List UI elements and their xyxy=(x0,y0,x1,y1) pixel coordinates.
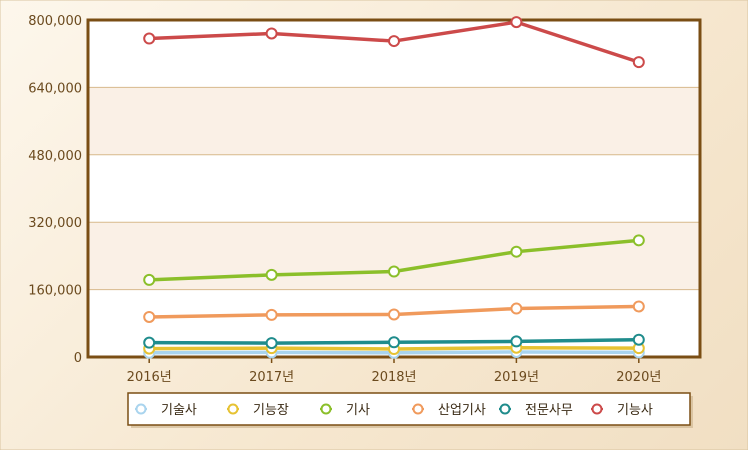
legend-label: 기술사 xyxy=(161,403,197,418)
y-tick-label: 800,000 xyxy=(28,14,82,29)
data-point[interactable] xyxy=(388,336,400,349)
series-group xyxy=(143,234,645,286)
y-tick-label: 480,000 xyxy=(28,149,82,164)
x-tick-label: 2016년 xyxy=(127,370,172,385)
data-point[interactable] xyxy=(510,16,523,29)
legend-marker xyxy=(412,403,424,415)
data-point[interactable] xyxy=(388,308,400,321)
series-layer xyxy=(143,16,645,359)
legend-marker xyxy=(135,403,147,415)
series-group xyxy=(143,333,645,350)
legend-item[interactable]: 기사 xyxy=(320,403,370,418)
x-tick-label: 2017년 xyxy=(249,370,294,385)
data-point[interactable] xyxy=(632,333,645,346)
legend-item[interactable]: 기능장 xyxy=(227,403,289,418)
legend-marker xyxy=(227,403,239,415)
data-point[interactable] xyxy=(265,268,278,281)
legend: 기술사 기능장 기사 산업기사 전문사무 기능사 xyxy=(127,392,693,428)
y-axis-ticks: 0 160,000 320,000 480,000 640,000 800,000 xyxy=(28,14,82,366)
legend-label: 기사 xyxy=(346,403,370,418)
data-point[interactable] xyxy=(143,32,156,45)
legend-item[interactable]: 산업기사 xyxy=(412,403,486,418)
plot-grid xyxy=(88,86,700,291)
y-tick-label: 160,000 xyxy=(28,284,82,299)
y-tick-label: 320,000 xyxy=(28,216,82,231)
plot-bands xyxy=(88,20,700,357)
series-group xyxy=(143,16,645,69)
legend-marker xyxy=(499,403,511,415)
data-point[interactable] xyxy=(143,336,156,349)
y-tick-label: 640,000 xyxy=(28,81,82,96)
legend-marker xyxy=(320,403,332,415)
data-point[interactable] xyxy=(265,337,278,350)
data-point[interactable] xyxy=(265,27,278,40)
plot-band xyxy=(88,87,700,155)
legend-label: 기능사 xyxy=(617,403,653,418)
data-point[interactable] xyxy=(143,310,156,323)
series-group xyxy=(143,300,645,323)
legend-box xyxy=(127,392,691,426)
legend-label: 산업기사 xyxy=(438,403,486,418)
data-point[interactable] xyxy=(265,308,278,321)
plot-band xyxy=(88,20,700,88)
x-tick-label: 2020년 xyxy=(616,370,661,385)
legend-marker xyxy=(591,403,603,415)
data-point[interactable] xyxy=(510,335,523,348)
data-point[interactable] xyxy=(510,245,523,258)
plot-band xyxy=(88,154,700,223)
legend-label: 기능장 xyxy=(253,403,289,418)
data-point[interactable] xyxy=(388,35,400,48)
legend-label: 전문사무 xyxy=(525,403,573,418)
x-tick-label: 2019년 xyxy=(494,370,539,385)
legend-item[interactable]: 기능사 xyxy=(591,403,653,418)
legend-item[interactable]: 기술사 xyxy=(135,403,197,418)
legend-item[interactable]: 전문사무 xyxy=(499,403,573,418)
data-point[interactable] xyxy=(632,234,645,247)
data-point[interactable] xyxy=(632,56,645,69)
x-tick-label: 2018년 xyxy=(371,370,416,385)
x-axis-ticks: 2016년 2017년 2018년 2019년 2020년 xyxy=(127,357,661,385)
data-point[interactable] xyxy=(143,273,156,286)
y-tick-label: 0 xyxy=(74,351,82,366)
data-point[interactable] xyxy=(632,300,645,313)
data-point[interactable] xyxy=(388,265,400,278)
data-point[interactable] xyxy=(510,302,523,315)
